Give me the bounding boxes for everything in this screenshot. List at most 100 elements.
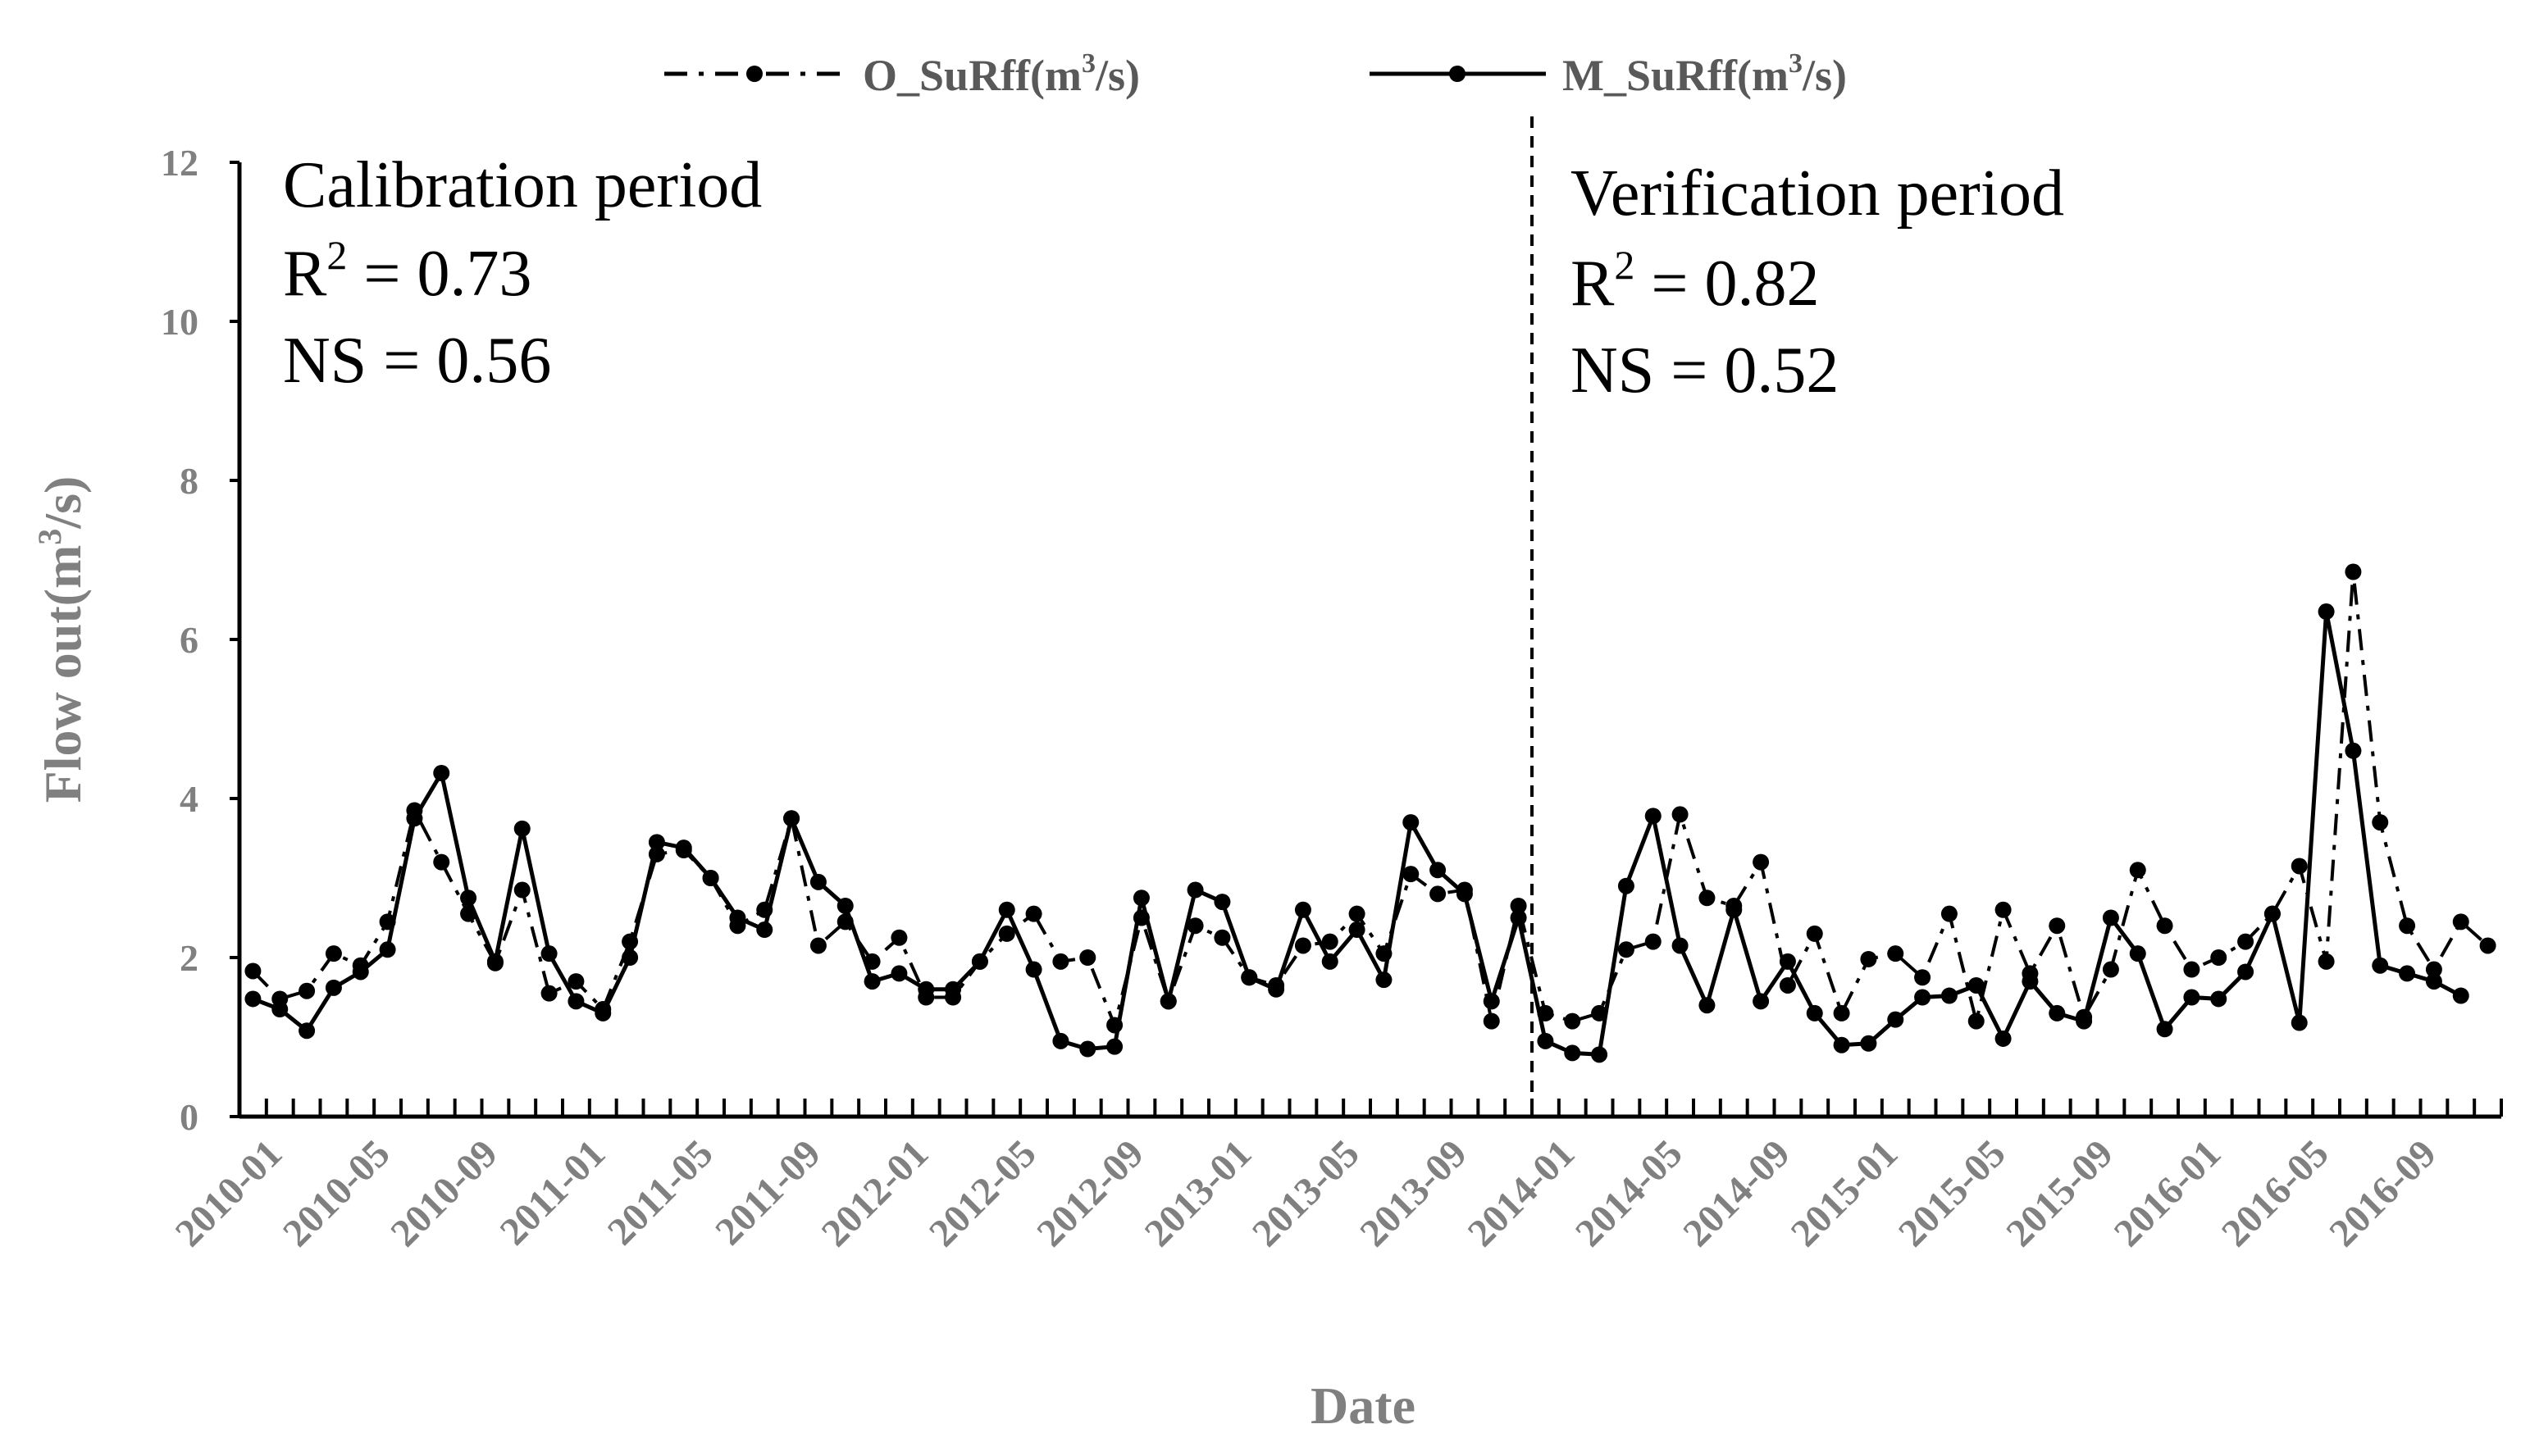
modeled-data-point [1860, 1035, 1877, 1052]
observed-data-point [513, 881, 531, 899]
observed-data-point [1617, 941, 1634, 958]
x-tick-label: 2010-09 [382, 1131, 506, 1255]
legend-modeled-label: M_SuRff(m3/s) [1562, 48, 1847, 100]
x-tick-label: 2014-05 [1567, 1131, 1691, 1255]
observed-data-point [2372, 814, 2389, 831]
y-tick-label: 10 [161, 301, 198, 343]
observed-data-point [1079, 949, 1096, 966]
observed-data-point [2452, 913, 2469, 930]
modeled-data-point [2076, 1012, 2093, 1030]
x-tick-label: 2013-05 [1244, 1131, 1368, 1255]
observed-data-point [1187, 917, 1204, 935]
modeled-data-point [1456, 885, 1473, 903]
observed-data-point [1994, 901, 2012, 918]
modeled-data-point [2452, 987, 2469, 1004]
x-tick-label: 2016-01 [2106, 1131, 2230, 1255]
observed-data-point [648, 845, 665, 862]
x-tick-label: 2016-05 [2213, 1131, 2337, 1255]
legend-item-modeled: M_SuRff(m3/s) [1370, 48, 1847, 100]
modeled-data-point [1644, 808, 1662, 825]
modeled-data-point [971, 953, 988, 970]
modeled-data-point [1564, 1044, 1581, 1062]
x-tick-label: 2011-05 [599, 1131, 722, 1254]
modeled-data-point [622, 949, 639, 966]
observed-data-point [2425, 961, 2442, 978]
observed-data-point [1348, 905, 1365, 922]
observed-data-point [1537, 1004, 1554, 1021]
modeled-data-point [433, 764, 450, 781]
modeled-data-point [1940, 987, 1958, 1004]
x-tick-label: 2011-09 [707, 1131, 829, 1254]
observed-data-point [1967, 1012, 1985, 1030]
modeled-data-point [1187, 881, 1204, 899]
modeled-data-point [1591, 1046, 1608, 1063]
x-tick-label: 2016-09 [2321, 1131, 2445, 1255]
modeled-data-point [1402, 814, 1420, 831]
modeled-data-point [379, 941, 396, 958]
modeled-data-point [1806, 1004, 1823, 1021]
modeled-data-point [2049, 1004, 2066, 1021]
modeled-data-point [1321, 953, 1338, 970]
observed-data-point [1671, 806, 1689, 823]
observed-data-point [1914, 969, 1931, 986]
observed-data-point [2210, 949, 2227, 966]
observed-data-point [1644, 933, 1662, 950]
modeled-data-point [2129, 945, 2146, 962]
modeled-data-point [568, 993, 585, 1010]
modeled-data-point [864, 973, 881, 990]
observed-data-point [1887, 945, 1904, 962]
modeled-data-point [1052, 1032, 1069, 1049]
legend: O_SuRff(m3/s) M_SuRff(m3/s) [664, 48, 1847, 100]
observed-data-point [1591, 1004, 1608, 1021]
x-tick-label: 2013-09 [1352, 1131, 1475, 1255]
observed-data-point [891, 929, 908, 946]
observed-data-point [1483, 1012, 1500, 1030]
modeled-data-point [595, 1004, 612, 1021]
modeled-data-point [2022, 973, 2039, 990]
modeled-data-point [2399, 965, 2416, 982]
observed-data-point [864, 953, 881, 970]
modeled-data-point [675, 839, 692, 857]
modeled-data-point [2345, 742, 2362, 759]
modeled-data-point [783, 810, 800, 827]
observed-data-point [379, 913, 396, 930]
verification-annotation: Verification period R2 = 0.82 NS = 0.52 [1570, 157, 2064, 407]
modeled-data-point [809, 873, 827, 890]
calibration-title: Calibration period [283, 149, 762, 221]
x-tick-label: 2015-05 [1890, 1131, 2014, 1255]
observed-data-point [1214, 929, 1231, 946]
observed-data-point [2129, 862, 2146, 879]
modeled-data-point [2210, 990, 2227, 1008]
verification-title: Verification period [1570, 157, 2064, 230]
observed-data-point [2318, 953, 2335, 970]
x-tick-label: 2015-01 [1783, 1131, 1907, 1255]
x-tick-label: 2011-01 [492, 1131, 614, 1254]
modeled-data-point [1160, 993, 1177, 1010]
observed-data-point [433, 853, 450, 871]
observed-data-point [836, 913, 854, 930]
x-tick-label: 2013-01 [1137, 1131, 1260, 1255]
observed-data-point [1106, 1017, 1124, 1034]
modeled-data-point [1887, 1011, 1904, 1028]
x-tick-label: 2010-01 [167, 1131, 291, 1255]
modeled-data-point [1294, 901, 1311, 918]
legend-observed-label: O_SuRff(m3/s) [863, 48, 1140, 100]
modeled-data-point [1375, 971, 1393, 989]
y-axis-title: Flow out(m3/s) [31, 476, 92, 803]
modeled-data-point [271, 1001, 289, 1018]
calibration-annotation: Calibration period R2 = 0.73 NS = 0.56 [283, 149, 762, 397]
y-tick-label: 12 [161, 142, 198, 184]
observed-data-point [2049, 917, 2066, 935]
x-tick-label: 2014-01 [1460, 1131, 1584, 1255]
modeled-data-point [1967, 976, 1985, 994]
modeled-data-point [1617, 877, 1634, 894]
modeled-data-point [2237, 963, 2254, 981]
observed-data-point [2156, 917, 2173, 935]
observed-data-point [244, 962, 262, 980]
modeled-data-point [1833, 1036, 1850, 1053]
x-tick-label: 2012-05 [921, 1131, 1045, 1255]
observed-data-point [299, 982, 316, 999]
x-tick-label: 2014-09 [1675, 1131, 1798, 1255]
modeled-data-point [998, 901, 1015, 918]
